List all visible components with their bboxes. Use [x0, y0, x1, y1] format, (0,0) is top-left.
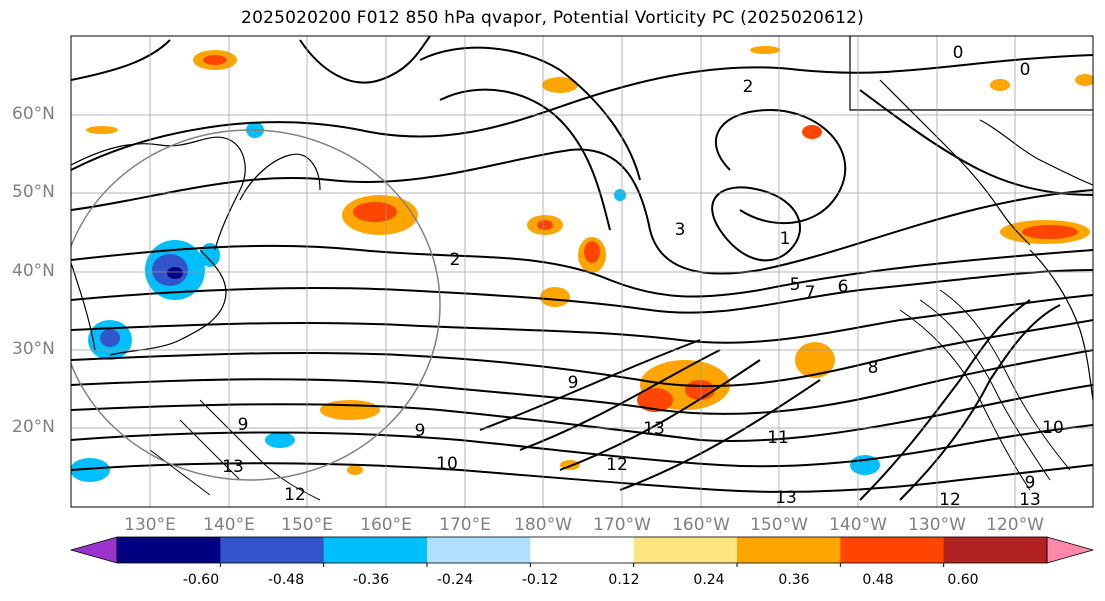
colorbar-tick-label: 0.60 [947, 572, 979, 588]
lat-label-60n: 60°N [12, 104, 55, 124]
lon-label: 140°W [829, 515, 887, 535]
lon-label: 130°W [908, 515, 966, 535]
pv-contours-thin [149, 289, 1071, 501]
contour-label: 2 [743, 77, 754, 97]
colorbar-tick-label: 0.36 [778, 572, 810, 588]
colorbar-tick-label: 0.12 [608, 572, 640, 588]
contour-label: 0 [1020, 60, 1031, 80]
colorbar [69, 536, 1095, 567]
negative-anomaly-shading [71, 122, 880, 482]
lat-label-20n: 20°N [12, 417, 55, 437]
contour-label: 5 [790, 275, 801, 295]
pv-contours [71, 36, 1093, 501]
lon-label: 120°W [986, 515, 1044, 535]
contour-label: 9 [1025, 473, 1036, 493]
contour-label: 7 [805, 283, 816, 303]
map-title: 2025020200 F012 850 hPa qvapor, Potentia… [241, 8, 864, 28]
colorbar-segment [117, 537, 221, 563]
lon-label: 150°W [750, 515, 808, 535]
colorbar-tick-label: 0.48 [862, 572, 894, 588]
coastlines [71, 36, 1093, 401]
colorbar-segment [220, 537, 325, 563]
contour-label: 12 [284, 485, 306, 505]
map-plot-area: 2 2 1 0 0 3 7 6 5 9 9 8 10 11 12 13 13 1… [71, 36, 1093, 510]
lon-label: 160°E [360, 515, 412, 535]
contour-labels: 2 2 1 0 0 3 7 6 5 9 9 8 10 11 12 13 13 1… [222, 43, 1064, 510]
contour-label: 10 [1042, 418, 1064, 438]
contour-label: 11 [767, 428, 789, 448]
lon-label: 170°W [593, 515, 651, 535]
contour-label: 0 [953, 43, 964, 63]
colorbar-segment [943, 537, 1048, 563]
contour-label: 3 [675, 220, 686, 240]
colorbar-frame [116, 536, 1048, 564]
colorbar-segment [530, 537, 635, 563]
colorbar-tick-label: -0.24 [436, 572, 474, 588]
lat-label-40n: 40°N [12, 261, 55, 281]
lon-label: 150°E [281, 515, 333, 535]
contour-label: 13 [1019, 490, 1041, 510]
colorbar-segment [633, 537, 738, 563]
colorbar-segment [323, 537, 428, 563]
lat-label-50n: 50°N [12, 182, 55, 202]
contour-label: 9 [238, 415, 249, 435]
lon-label: 170°E [439, 515, 491, 535]
plot-frame [70, 35, 1094, 508]
colorbar-segment [427, 537, 531, 563]
contour-label: 8 [868, 358, 879, 378]
range-circle [71, 129, 441, 481]
lon-label: 140°E [203, 515, 255, 535]
lon-label: 160°W [672, 515, 730, 535]
lat-label-30n: 30°N [12, 339, 55, 359]
colorbar-segment [737, 537, 841, 563]
contour-label: 2 [450, 250, 461, 270]
contour-label: 9 [415, 421, 426, 441]
lon-label: 130°E [124, 515, 176, 535]
colorbar-extend-high [1046, 536, 1095, 564]
contour-label: 13 [643, 419, 665, 439]
contour-label: 6 [838, 277, 849, 297]
contour-label: 9 [568, 373, 579, 393]
contour-label: 1 [780, 229, 791, 249]
colorbar-tick-label: -0.60 [182, 572, 220, 588]
contour-label: 12 [939, 490, 961, 510]
lon-label: 180°W [514, 515, 572, 535]
colorbar-extend-low [69, 536, 118, 564]
colorbar-segment [840, 537, 945, 563]
colorbar-tick-label: -0.36 [352, 572, 390, 588]
colorbar-tick-label: -0.48 [267, 572, 305, 588]
contour-label: 10 [436, 454, 458, 474]
colorbar-tick-label: 0.24 [693, 572, 725, 588]
gridlines [71, 36, 1093, 507]
contour-label: 13 [222, 457, 244, 477]
contour-label: 13 [775, 488, 797, 508]
colorbar-tick-label: -0.12 [521, 572, 559, 588]
contour-label: 12 [606, 455, 628, 475]
